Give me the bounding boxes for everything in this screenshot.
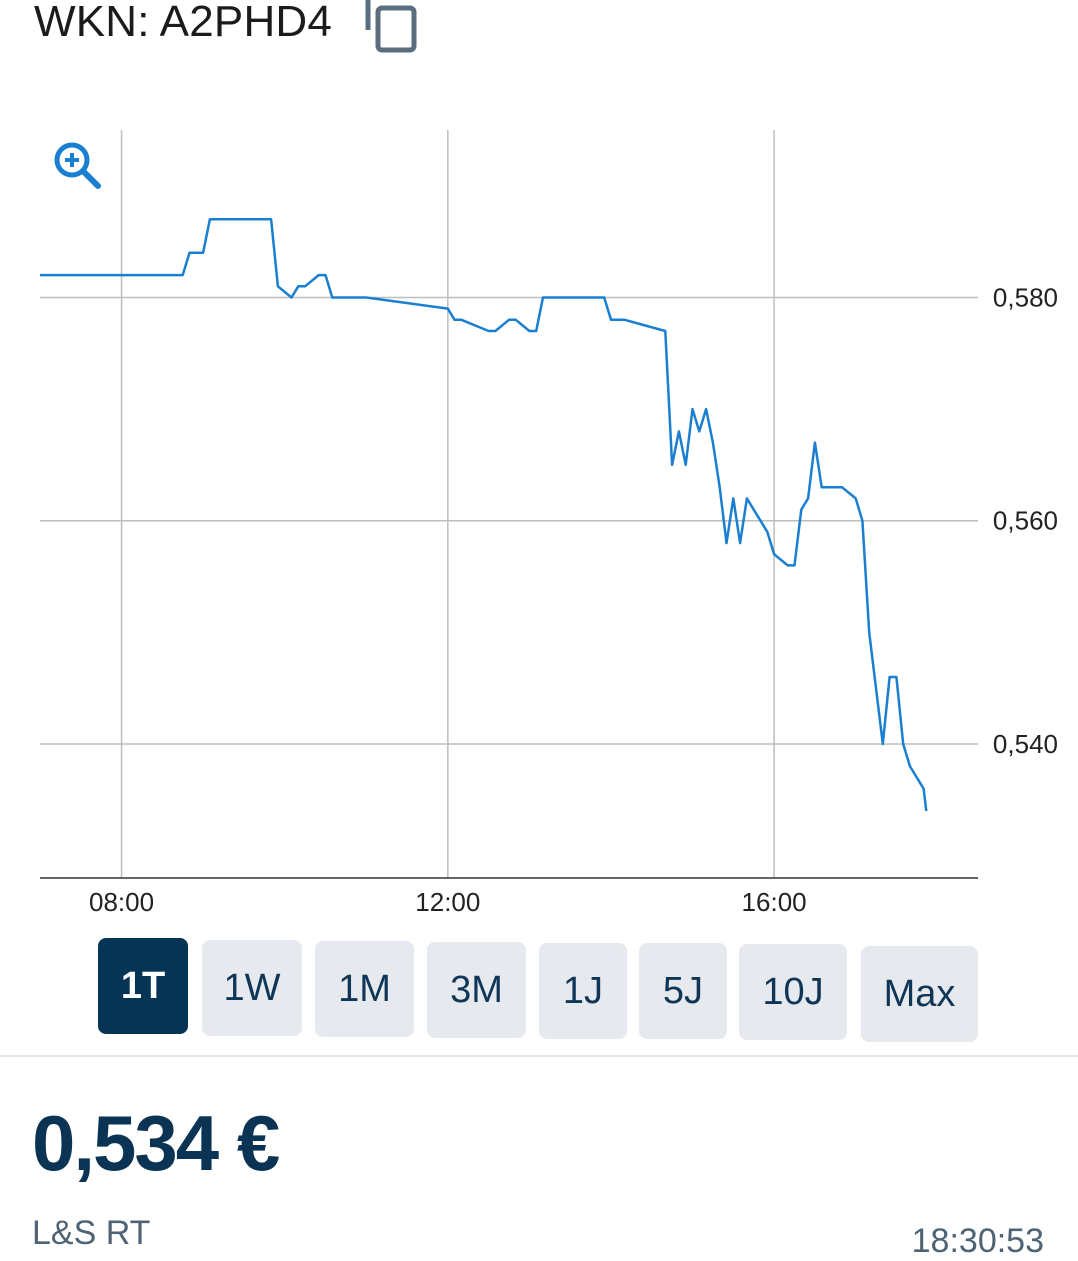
divider: [0, 1055, 1078, 1057]
tab-label: 5J: [662, 969, 704, 1012]
exchange-name: L&S RT: [32, 1214, 151, 1252]
x-tick-label: 16:00: [742, 887, 807, 917]
copy-icon[interactable]: [362, 0, 422, 60]
y-tick-label: 0,580: [993, 282, 1058, 312]
tab-1m[interactable]: 1M: [315, 941, 414, 1037]
wkn-label: WKN: A2PHD4: [34, 0, 333, 46]
tab-3m[interactable]: 3M: [427, 942, 526, 1038]
timeframe-tabs: 1T 1W 1M 3M 1J 5J 10J Max: [98, 936, 978, 1044]
price-chart[interactable]: 08:00 12:00 16:00 0,580 0,560 0,540: [0, 120, 1078, 930]
tab-label: 1T: [120, 964, 166, 1007]
y-tick-label: 0,560: [993, 506, 1058, 536]
x-tick-label: 12:00: [415, 887, 480, 917]
tab-1j[interactable]: 1J: [539, 943, 627, 1039]
tab-5j[interactable]: 5J: [639, 943, 727, 1039]
tab-label: 1J: [562, 969, 604, 1012]
tab-1w[interactable]: 1W: [202, 940, 302, 1036]
quote-time: 18:30:53: [911, 1222, 1044, 1260]
price-series-line: [40, 218, 928, 812]
tab-label: 1M: [338, 967, 391, 1010]
tab-max[interactable]: Max: [861, 946, 978, 1042]
tab-10j[interactable]: 10J: [739, 944, 847, 1040]
tab-1t[interactable]: 1T: [98, 938, 188, 1034]
tab-label: 1W: [223, 966, 281, 1009]
zoom-in-icon[interactable]: [50, 140, 106, 196]
tab-label: 10J: [762, 970, 824, 1013]
x-tick-label: 08:00: [89, 887, 154, 917]
current-price: 0,534 €: [32, 1099, 280, 1187]
tab-label: 3M: [450, 968, 503, 1011]
tab-label: Max: [883, 972, 956, 1015]
y-tick-label: 0,540: [993, 729, 1058, 759]
wkn-header: WKN: A2PHD4: [34, 0, 332, 60]
